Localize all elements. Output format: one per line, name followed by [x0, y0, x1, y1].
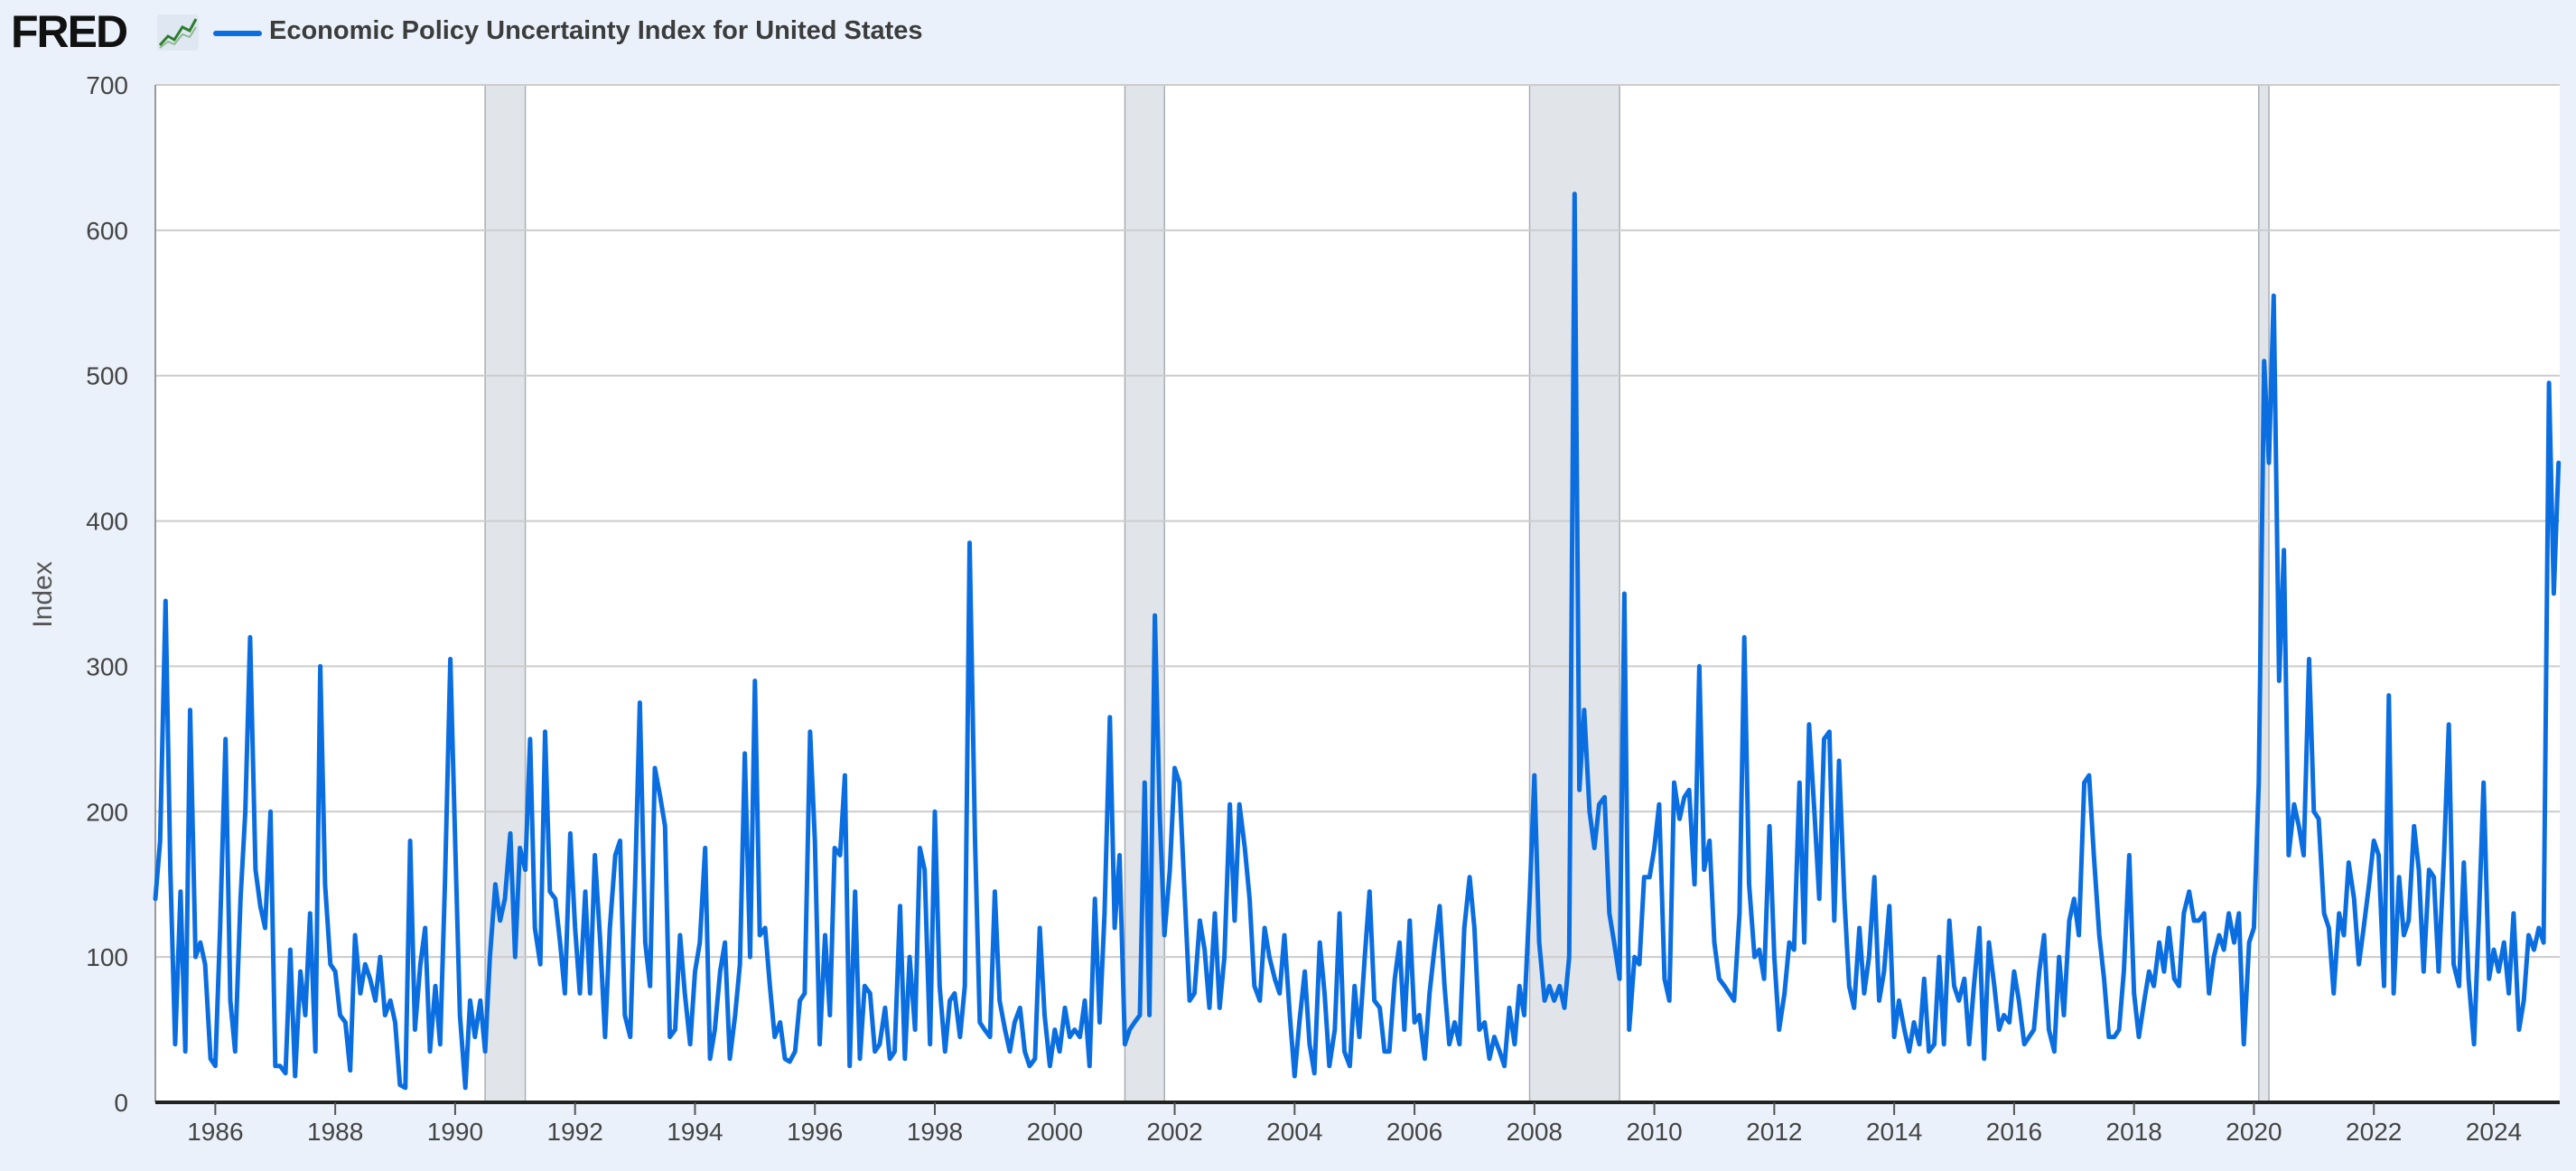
recession-band	[1124, 84, 1165, 1103]
plot-area	[155, 85, 2560, 1102]
y-tick-label: 700	[86, 71, 128, 99]
y-tick-label: 200	[86, 798, 128, 826]
x-tick-label: 2020	[2226, 1118, 2282, 1146]
x-tick-label: 2010	[1626, 1118, 1682, 1146]
y-axis-ticks: 0 100 200 300 400 500 600 700	[86, 71, 128, 1117]
x-tick-label: 2012	[1746, 1118, 1802, 1146]
y-tick-label: 100	[86, 943, 128, 971]
x-tick-label: 2018	[2106, 1118, 2162, 1146]
x-tick-label: 1998	[907, 1118, 963, 1146]
fred-logo[interactable]: FRED	[11, 6, 128, 57]
y-tick-label: 300	[86, 652, 128, 680]
x-tick-label: 1986	[187, 1118, 243, 1146]
x-tick-label: 2004	[1266, 1118, 1322, 1146]
x-tick-label: 2014	[1866, 1118, 1922, 1146]
legend-label: Economic Policy Uncertainty Index for Un…	[269, 16, 923, 45]
x-tick-label: 2022	[2346, 1118, 2402, 1146]
x-tick-label: 2006	[1386, 1118, 1442, 1146]
series-line	[153, 192, 2562, 1091]
x-axis-ticks: 1986 1988 1990 1992 1994 1996 1998 2000 2002 2004…	[187, 1102, 2522, 1146]
series-layer	[153, 192, 2562, 1091]
x-tick-label: 1990	[427, 1118, 483, 1146]
legend-swatch	[213, 31, 262, 36]
x-tick-label: 2002	[1146, 1118, 1202, 1146]
y-tick-label: 600	[86, 217, 128, 245]
chart-header: FRED Economic Policy Uncertainty Index f…	[0, 0, 2576, 65]
x-tick-label: 1996	[787, 1118, 843, 1146]
x-tick-label: 1988	[307, 1118, 363, 1146]
x-tick-label: 1992	[547, 1118, 603, 1146]
x-tick-label: 2000	[1027, 1118, 1083, 1146]
y-tick-label: 0	[114, 1089, 128, 1117]
x-tick-label: 2024	[2466, 1118, 2522, 1146]
line-graph-icon	[157, 14, 199, 51]
y-axis-label: Index	[28, 561, 58, 628]
x-tick-label: 2008	[1507, 1118, 1563, 1146]
y-tick-label: 500	[86, 362, 128, 390]
x-tick-label: 1994	[667, 1118, 723, 1146]
x-tick-label: 2016	[1986, 1118, 2042, 1146]
y-tick-label: 400	[86, 508, 128, 536]
